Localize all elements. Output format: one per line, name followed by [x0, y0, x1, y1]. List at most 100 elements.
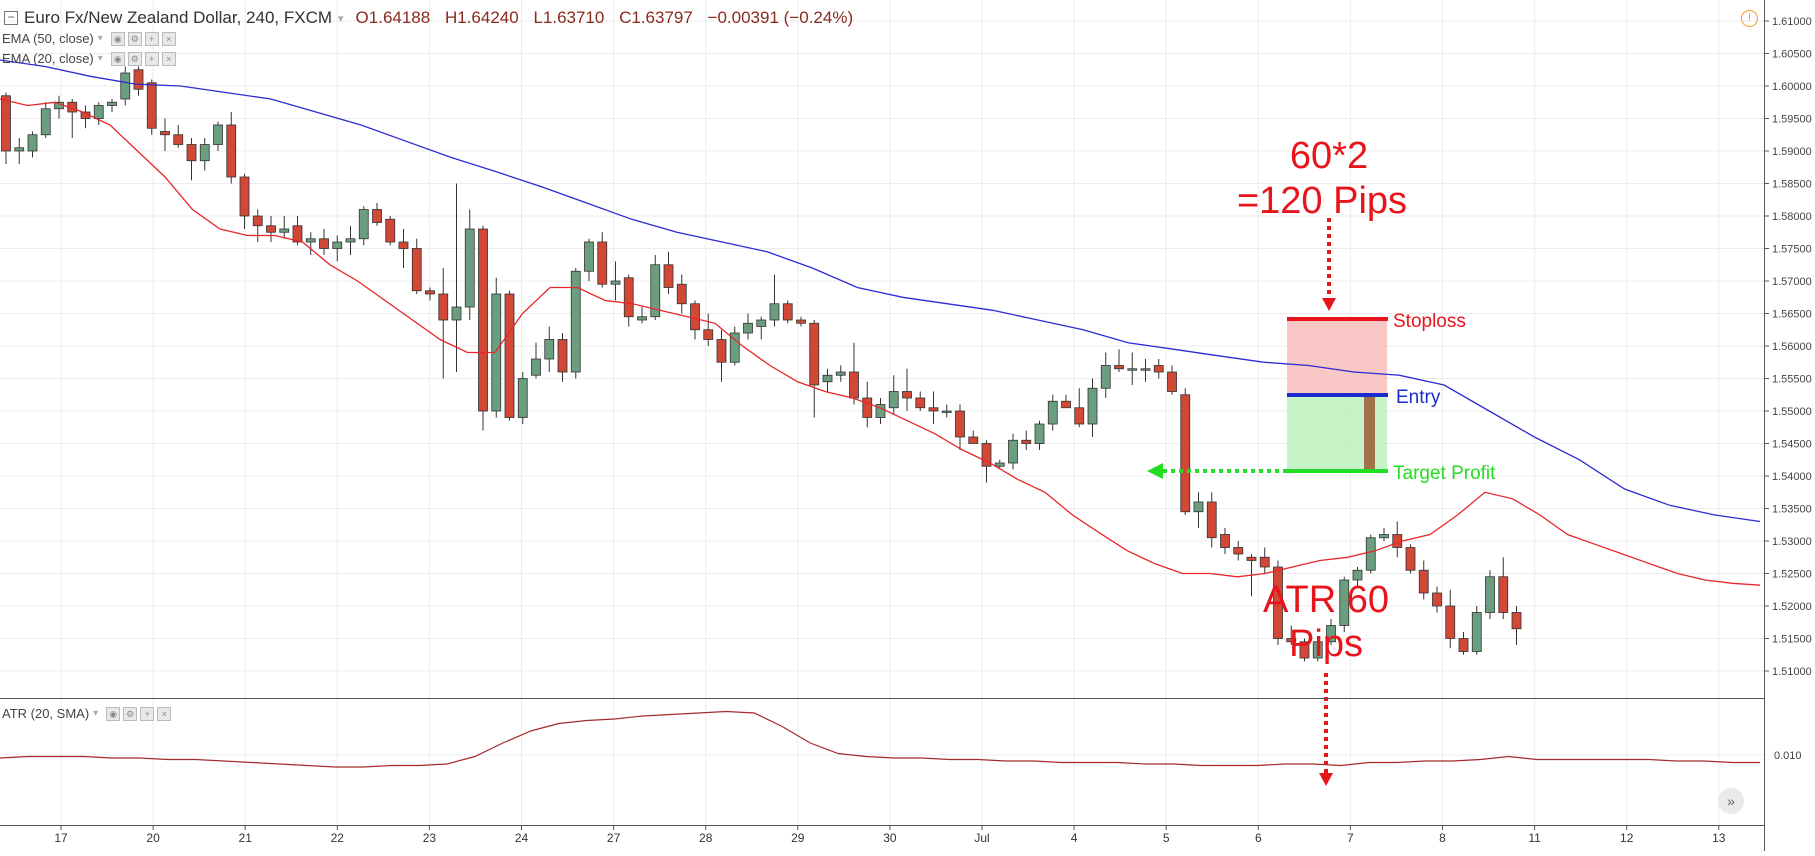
- candle-body: [1405, 547, 1416, 571]
- gear-icon[interactable]: ⚙: [123, 706, 138, 721]
- price-tick-label: 1.51500: [1772, 634, 1812, 646]
- price-tick-label: 1.56500: [1772, 309, 1812, 321]
- candle-body: [1233, 547, 1244, 555]
- candle-body: [623, 277, 634, 318]
- stop-pips-text-2: =120 Pips: [1237, 180, 1407, 222]
- ohlc-values: O1.64188 H1.64240 L1.63710 C1.63797 −0.0…: [356, 8, 864, 28]
- candle-body: [1312, 641, 1323, 659]
- warning-icon[interactable]: !: [1741, 10, 1758, 27]
- stoploss-arrow-head: [1322, 298, 1336, 311]
- atr-legend-label: ATR (20, SMA): [2, 706, 90, 721]
- candle-body: [1432, 592, 1442, 607]
- atr-line: [0, 710, 1760, 768]
- time-tick-label: 12: [1620, 831, 1634, 845]
- time-tick-label: 13: [1712, 831, 1726, 845]
- price-tick-label: 1.56000: [1772, 341, 1812, 353]
- ema50-line: [0, 59, 1761, 523]
- candle-body: [782, 303, 793, 321]
- atr-pips-text-2: Pips: [1289, 623, 1363, 665]
- candle-body: [1326, 625, 1336, 643]
- ema50-legend[interactable]: EMA (50, close) ▾ ◉ ⚙ + ×: [2, 31, 179, 46]
- price-tick-label: 1.53000: [1772, 536, 1812, 548]
- stop-pips-text-1: 60*2: [1290, 135, 1368, 177]
- close-icon[interactable]: ×: [161, 31, 176, 46]
- candle-body: [1100, 365, 1111, 389]
- gear-icon[interactable]: ⚙: [127, 31, 142, 46]
- candle-body: [319, 238, 329, 249]
- candle-body: [650, 264, 661, 318]
- time-tick-label: 22: [331, 831, 345, 845]
- atr-legend[interactable]: ATR (20, SMA) ▾ ◉ ⚙ + ×: [2, 706, 174, 721]
- plus-icon[interactable]: +: [144, 31, 159, 46]
- candle-body: [504, 293, 515, 418]
- price-tick-label: 1.55000: [1772, 406, 1812, 418]
- candle-body: [1458, 638, 1469, 652]
- chevron-down-icon[interactable]: ▾: [97, 33, 103, 44]
- plus-icon[interactable]: +: [140, 706, 155, 721]
- candle-body: [279, 228, 290, 233]
- time-tick-label: 4: [1071, 831, 1078, 845]
- candle-body: [133, 69, 144, 90]
- candle-body: [1352, 569, 1363, 581]
- candle-body: [107, 101, 117, 106]
- candle-body: [239, 176, 250, 217]
- chevron-down-icon[interactable]: ▾: [97, 53, 103, 64]
- close-icon[interactable]: ×: [157, 706, 172, 721]
- highlight-candle: [1364, 395, 1375, 473]
- collapse-icon[interactable]: −: [4, 11, 18, 25]
- price-tick-label: 1.58000: [1772, 211, 1812, 223]
- candle-body: [769, 303, 780, 321]
- candle-body: [1, 95, 11, 152]
- candle-body: [809, 322, 820, 386]
- eye-icon[interactable]: ◉: [110, 51, 125, 66]
- time-tick-label: 6: [1255, 831, 1262, 845]
- candle-body: [372, 209, 382, 223]
- candle-body: [332, 241, 343, 249]
- candle-body: [1286, 638, 1297, 643]
- candle-body: [266, 225, 276, 233]
- candle-body: [915, 397, 926, 409]
- candle-body: [1153, 365, 1164, 373]
- close-icon[interactable]: ×: [161, 51, 176, 66]
- candle-body: [1485, 576, 1495, 613]
- candle-body: [1061, 400, 1071, 409]
- eye-icon[interactable]: ◉: [110, 31, 125, 46]
- candle-body: [1220, 534, 1230, 548]
- candle-body: [186, 144, 197, 162]
- chevron-down-icon[interactable]: ▾: [93, 708, 99, 719]
- plus-icon[interactable]: +: [144, 51, 159, 66]
- price-tick-label: 1.59000: [1772, 146, 1812, 158]
- time-tick-label: 28: [699, 831, 713, 845]
- stoploss-label: Stoploss: [1393, 311, 1466, 332]
- atr-axis-label: 0.010: [1774, 750, 1802, 762]
- gear-icon[interactable]: ⚙: [127, 51, 142, 66]
- symbol-title[interactable]: Euro Fx/New Zealand Dollar, 240, FXCM: [24, 8, 333, 27]
- candle-body: [610, 280, 621, 285]
- candle-body: [252, 215, 263, 227]
- candle-body: [796, 319, 806, 324]
- price-tick-label: 1.52500: [1772, 569, 1812, 581]
- time-tick-label: 30: [883, 831, 897, 845]
- candle-body: [1167, 371, 1177, 392]
- target-label: Target Profit: [1393, 463, 1496, 484]
- ema20-legend[interactable]: EMA (20, close) ▾ ◉ ⚙ + ×: [2, 51, 179, 66]
- price-tick-label: 1.59500: [1772, 114, 1812, 126]
- candle-body: [411, 248, 422, 292]
- scroll-right-icon[interactable]: »: [1718, 788, 1744, 814]
- candle-body: [676, 283, 687, 305]
- time-tick-label: 27: [607, 831, 621, 845]
- chevron-down-icon[interactable]: ▾: [338, 12, 344, 25]
- eye-icon[interactable]: ◉: [106, 706, 121, 721]
- atr-pips-text-1: ATR 60: [1263, 579, 1389, 621]
- candle-body: [941, 410, 952, 413]
- candle-body: [1511, 612, 1522, 630]
- entry-label: Entry: [1396, 387, 1441, 408]
- low-value: L1.63710: [533, 8, 605, 27]
- ema50-legend-label: EMA (50, close): [2, 31, 94, 46]
- candle-body: [1246, 556, 1257, 561]
- price-axis: 1.61000 1.60500 1.60000 1.59500 1.59000 1.585…: [1764, 16, 1812, 678]
- price-tick-label: 1.54500: [1772, 439, 1812, 451]
- chart-header: − Euro Fx/New Zealand Dollar, 240, FXCM …: [0, 0, 863, 36]
- ema20-legend-label: EMA (20, close): [2, 51, 94, 66]
